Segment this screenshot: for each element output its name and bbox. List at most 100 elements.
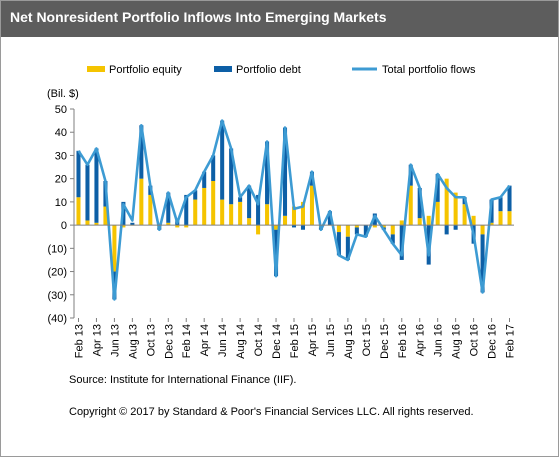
- equity-bar: [300, 201, 305, 226]
- debt-bar: [166, 192, 171, 223]
- debt-bar: [220, 120, 225, 200]
- debt-bar: [417, 187, 422, 219]
- legend-debt-label: Portfolio debt: [236, 64, 301, 76]
- x-tick-label: Apr 16: [415, 324, 427, 356]
- x-tick-label: Oct 15: [361, 324, 373, 356]
- equity-bar: [94, 222, 99, 226]
- equity-bar: [489, 222, 494, 226]
- debt-bar: [85, 164, 90, 221]
- x-tick-label: Apr 15: [307, 324, 319, 356]
- legend: Portfolio equity Portfolio debt Total port…: [87, 64, 476, 76]
- equity-bar: [202, 187, 207, 226]
- equity-bar: [291, 206, 297, 226]
- equity-bar: [274, 225, 279, 230]
- equity-bar: [229, 204, 234, 226]
- equity-bar: [283, 215, 288, 226]
- equity-bar: [480, 225, 485, 235]
- debt-bar: [291, 225, 297, 228]
- y-tick-label: (30): [47, 290, 67, 302]
- y-tick-label: 50: [55, 104, 67, 116]
- x-tick-label: Jun 16: [433, 324, 445, 357]
- debt-bar: [345, 236, 350, 260]
- y-tick-label: (40): [47, 313, 67, 325]
- debt-bar: [265, 141, 270, 205]
- debt-bar: [202, 171, 207, 188]
- legend-equity-swatch: [87, 66, 105, 72]
- debt-bar: [372, 213, 377, 226]
- equity-bar: [256, 225, 261, 235]
- equity-bar: [345, 225, 350, 237]
- debt-bar: [247, 185, 252, 219]
- debt-bar: [94, 148, 99, 223]
- equity-bar: [238, 201, 243, 226]
- x-tick-label: Dec 16: [487, 324, 499, 359]
- equity-bar: [220, 199, 225, 226]
- equity-bar: [139, 178, 144, 226]
- legend-total-label: Total portfolio flows: [382, 64, 476, 76]
- equity-bar: [435, 201, 440, 226]
- y-tick-label: 40: [55, 127, 67, 139]
- debt-bar: [184, 194, 189, 226]
- equity-bar: [390, 225, 395, 235]
- equity-bar: [148, 194, 153, 226]
- equity-bar: [103, 206, 108, 226]
- equity-bar: [121, 225, 126, 228]
- x-tick-label: Dec 14: [271, 324, 283, 359]
- debt-bar: [274, 229, 279, 277]
- equity-bar: [381, 225, 386, 228]
- y-tick-label: (20): [47, 267, 67, 279]
- debt-bar: [507, 185, 512, 212]
- equity-bar: [112, 225, 117, 272]
- equity-bar: [184, 225, 189, 228]
- debt-bar: [139, 125, 144, 179]
- equity-bar: [471, 215, 476, 226]
- equity-bar: [211, 180, 216, 226]
- equity-bar: [408, 185, 413, 226]
- x-tick-label: Feb 17: [505, 324, 517, 358]
- equity-bar: [166, 222, 171, 226]
- x-tick-label: Feb 13: [73, 324, 85, 358]
- x-tick-label: Aug 14: [235, 324, 247, 359]
- equity-bar: [444, 178, 449, 226]
- copyright-note: Copyright © 2017 by Standard & Poor's Fi…: [69, 406, 474, 418]
- x-tick-label: Aug 15: [343, 324, 355, 359]
- debt-bar: [354, 227, 359, 235]
- equity-bar: [417, 218, 422, 226]
- debt-bar: [327, 211, 332, 226]
- x-tick-label: Dec 13: [163, 324, 175, 359]
- x-tick-label: Feb 16: [397, 324, 409, 358]
- equity-bar: [85, 220, 90, 226]
- x-tick-label: Jun 15: [325, 324, 337, 357]
- line-series-group: [77, 119, 511, 301]
- debt-bar: [238, 197, 243, 202]
- equity-bar: [453, 192, 458, 226]
- x-tick-label: Oct 13: [145, 324, 157, 356]
- debt-bar: [336, 232, 341, 256]
- equity-bar: [507, 211, 512, 226]
- x-tick-label: Apr 14: [199, 324, 211, 356]
- equity-bar: [462, 204, 467, 226]
- equity-bar: [426, 215, 431, 226]
- equity-bar: [265, 204, 270, 226]
- x-tick-label: Apr 13: [91, 324, 103, 356]
- equity-bar: [76, 197, 81, 226]
- debt-bar: [498, 197, 503, 212]
- y-tick-label: 10: [55, 197, 67, 209]
- debt-bar: [256, 194, 261, 226]
- equity-bar: [309, 185, 314, 226]
- debt-bar: [193, 190, 198, 200]
- chart-title: Net Nonresident Portfolio Inflows Into E…: [10, 9, 387, 25]
- debt-bar: [229, 148, 234, 205]
- equity-bar: [354, 225, 359, 228]
- x-tick-label: Feb 14: [181, 324, 193, 358]
- x-tick-label: Oct 16: [469, 324, 481, 356]
- equity-bar: [372, 225, 377, 228]
- y-tick-label: 20: [55, 174, 67, 186]
- y-tick-label: 0: [61, 220, 67, 232]
- legend-equity-label: Portfolio equity: [109, 64, 182, 76]
- debt-bar: [211, 155, 216, 181]
- equity-bar: [399, 220, 404, 226]
- equity-bar: [498, 211, 503, 226]
